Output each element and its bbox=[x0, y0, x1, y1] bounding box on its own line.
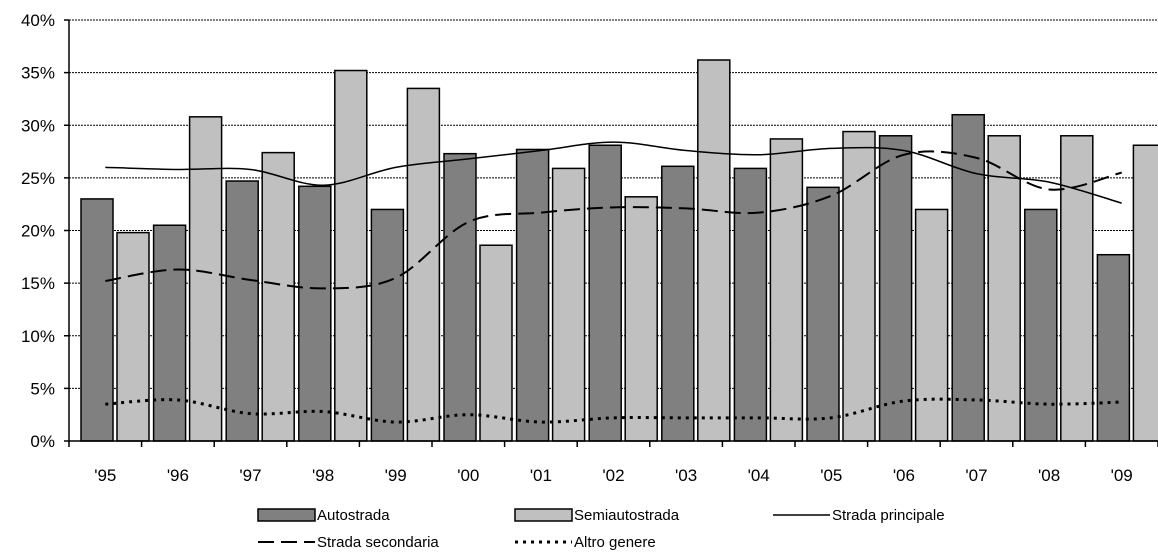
x-tick-label: '07 bbox=[965, 466, 987, 485]
bar-autostrada bbox=[878, 135, 913, 442]
line-altro-genere bbox=[105, 397, 1122, 424]
x-axis-labels: '95 '96 '97 '98 '99 '00 '01 '02 '03 '04 '05 '06 '07 '… bbox=[94, 466, 1133, 485]
legend-swatch bbox=[514, 508, 573, 522]
bar-semiautostrada bbox=[987, 135, 1021, 442]
x-tick-label: '97 bbox=[239, 466, 261, 485]
bar-autostrada bbox=[443, 152, 477, 442]
bar-semiautostrada bbox=[188, 116, 223, 442]
bar-autostrada bbox=[733, 167, 768, 442]
bar-semiautostrada bbox=[1060, 135, 1094, 442]
legend-swatch bbox=[257, 508, 316, 522]
x-tick-label: '05 bbox=[820, 466, 842, 485]
x-tick-label: '04 bbox=[748, 466, 770, 485]
x-tick-label: '02 bbox=[602, 466, 624, 485]
bar-semiautostrada bbox=[842, 130, 876, 442]
series-lines bbox=[105, 141, 1122, 424]
bar-autostrada bbox=[80, 198, 114, 442]
y-tick-label: 40% bbox=[21, 11, 55, 30]
axes bbox=[64, 19, 1158, 447]
bar-semiautostrada bbox=[624, 196, 658, 442]
x-tick-label: '95 bbox=[94, 466, 116, 485]
legend-item-semiautostrada: Semiautostrada bbox=[514, 507, 680, 524]
legend: Autostrada Semiautostrada Strada principal… bbox=[257, 507, 945, 551]
y-tick-label: 20% bbox=[21, 222, 55, 241]
legend-item-strada-secondaria: Strada secondaria bbox=[258, 534, 439, 551]
bar-semiautostrada bbox=[479, 244, 513, 442]
y-tick-label: 0% bbox=[30, 432, 55, 451]
legend-label: Strada principale bbox=[832, 507, 945, 524]
bar-semiautostrada bbox=[697, 59, 731, 442]
bar-autostrada bbox=[1024, 208, 1058, 442]
bar-autostrada bbox=[370, 208, 405, 442]
bar-semiautostrada bbox=[116, 231, 150, 442]
x-tick-label: '99 bbox=[385, 466, 407, 485]
bar-autostrada bbox=[225, 180, 259, 442]
bar-autostrada bbox=[588, 144, 622, 442]
x-tick-label: '06 bbox=[893, 466, 915, 485]
bar-semiautostrada bbox=[769, 138, 804, 442]
bar-autostrada bbox=[1096, 253, 1131, 442]
x-tick-label: '00 bbox=[457, 466, 479, 485]
legend-label: Semiautostrada bbox=[574, 507, 680, 524]
x-tick-label: '09 bbox=[1111, 466, 1133, 485]
y-tick-label: 30% bbox=[21, 116, 55, 135]
bar-autostrada bbox=[515, 148, 550, 442]
bar-semiautostrada bbox=[406, 87, 441, 442]
legend-label: Altro genere bbox=[574, 534, 656, 551]
y-tick-label: 10% bbox=[21, 327, 55, 346]
legend-label: Strada secondaria bbox=[317, 534, 439, 551]
bar-autostrada bbox=[661, 165, 695, 442]
x-tick-label: '98 bbox=[312, 466, 334, 485]
bar-semiautostrada bbox=[914, 208, 949, 442]
y-tick-label: 25% bbox=[21, 169, 55, 188]
bars bbox=[80, 59, 1158, 442]
x-tick-label: '03 bbox=[675, 466, 697, 485]
bar-autostrada bbox=[806, 186, 840, 442]
x-tick-label: '08 bbox=[1038, 466, 1060, 485]
legend-item-strada-principale: Strada principale bbox=[773, 507, 945, 524]
legend-label: Autostrada bbox=[317, 507, 390, 524]
line-strada-principale bbox=[105, 141, 1122, 204]
x-tick-label: '96 bbox=[167, 466, 189, 485]
bar-semiautostrada bbox=[1132, 144, 1158, 442]
legend-item-autostrada: Autostrada bbox=[257, 507, 390, 524]
bar-autostrada bbox=[951, 113, 985, 442]
bar-autostrada bbox=[152, 224, 187, 442]
y-axis-labels: 0% 5% 10% 15% 20% 25% 30% 35% 40% bbox=[21, 11, 55, 451]
line-strada-secondaria bbox=[105, 150, 1122, 290]
bar-autostrada bbox=[298, 185, 332, 442]
y-tick-label: 5% bbox=[30, 379, 55, 398]
y-tick-label: 35% bbox=[21, 64, 55, 83]
legend-item-altro-genere: Altro genere bbox=[515, 534, 656, 551]
bar-semiautostrada bbox=[334, 69, 368, 442]
x-tick-label: '01 bbox=[530, 466, 552, 485]
bar-semiautostrada bbox=[261, 151, 295, 442]
y-tick-label: 15% bbox=[21, 274, 55, 293]
